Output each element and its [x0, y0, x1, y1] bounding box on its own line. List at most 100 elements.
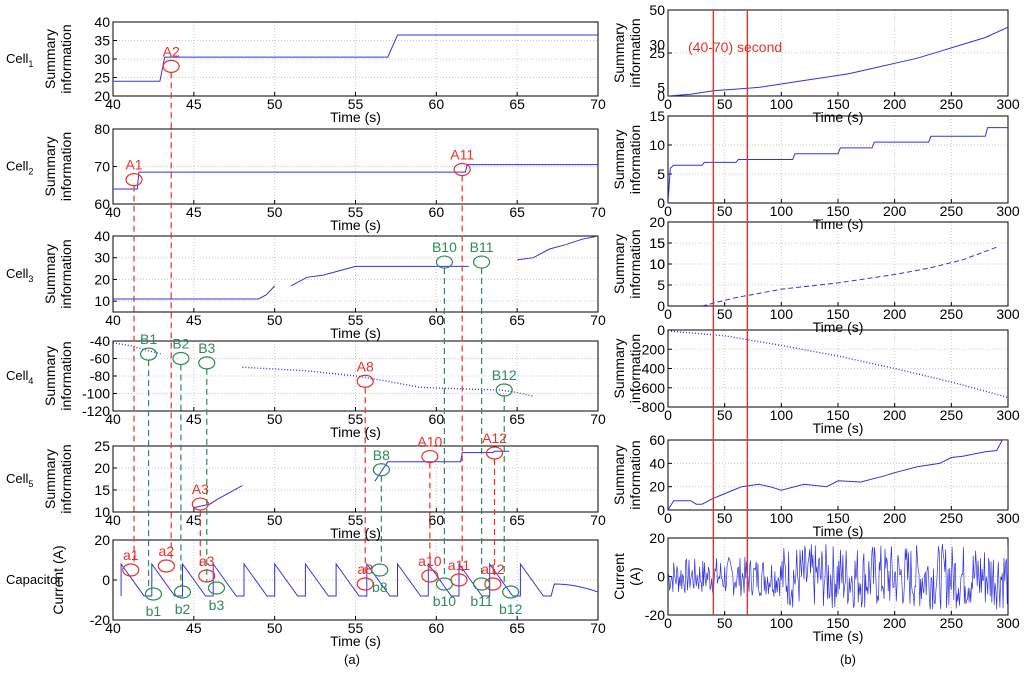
marker-ellipse-A2	[162, 59, 180, 74]
y-tick-label: 40	[649, 455, 665, 471]
x-tick-label: 200	[883, 615, 907, 631]
x-tick-label: 100	[770, 615, 794, 631]
y-tick-label: 10	[649, 137, 665, 153]
marker-label-B8: B8	[373, 447, 390, 463]
x-tick-label: 70	[590, 204, 606, 220]
series-line-Cell3	[701, 246, 997, 306]
axes-a-capacitor: 40 45 50 55 60 65 70 -20 0 20 Time (s) Current (A)C…	[6, 532, 606, 649]
marker-label-b2: b2	[175, 601, 191, 617]
x-tick-label: 65	[509, 512, 525, 528]
row-label: Cell1	[6, 51, 33, 69]
x-tick-label: 55	[348, 312, 364, 328]
x-tick-label: 50	[267, 96, 283, 112]
x-tick-label: 50	[267, 620, 283, 636]
series-line-s1	[113, 342, 162, 355]
axes-b-cell5: 0 50 100 150 200 250 300 0 20 40 60 Time (s) Summary…	[611, 432, 1020, 539]
y-tick-label: 50	[649, 2, 665, 18]
y-tick-label: -600	[637, 380, 665, 396]
x-tick-label: 50	[717, 306, 733, 322]
marker-label-B3: B3	[198, 340, 215, 356]
x-axis-label: Time (s)	[813, 523, 864, 539]
x-tick-label: 200	[883, 203, 907, 219]
marker-label-a2: a2	[159, 543, 175, 559]
marker-label-b8: b8	[372, 579, 388, 595]
x-tick-label: 250	[940, 407, 964, 423]
y-tick-label-overlap: 5	[657, 79, 665, 95]
x-tick-label: 55	[348, 96, 364, 112]
panel-label-b: (b)	[840, 652, 856, 667]
series-line-Cell4	[668, 330, 1008, 399]
x-tick-label: 50	[717, 510, 733, 526]
x-tick-label: 50	[267, 512, 283, 528]
y-tick-label: 10	[94, 293, 110, 309]
x-tick-label: 150	[826, 615, 850, 631]
y-tick-label: 60	[649, 432, 665, 448]
x-tick-label: 300	[996, 96, 1020, 112]
x-tick-label: 60	[429, 204, 445, 220]
y-tick-label: 30	[94, 250, 110, 266]
x-tick-label: 65	[509, 204, 525, 220]
x-tick-label: 200	[883, 96, 907, 112]
row-label-subscript: 5	[28, 479, 33, 489]
y-axis-label: information	[58, 239, 74, 308]
x-tick-label: 65	[509, 411, 525, 427]
y-axis-label: information	[627, 229, 643, 298]
x-tick-label: 0	[664, 407, 672, 423]
x-tick-label: 70	[590, 411, 606, 427]
row-label: Cell3	[6, 266, 33, 284]
x-tick-label: 60	[429, 620, 445, 636]
plot-frame	[667, 115, 1009, 204]
y-tick-label-overlap: 10	[649, 256, 665, 272]
marker-ellipse-a10	[421, 569, 439, 583]
y-axis-label: Current	[611, 553, 627, 600]
x-tick-label: 0	[664, 96, 672, 112]
x-tick-label: 250	[940, 306, 964, 322]
marker-label-A12: A12	[482, 430, 507, 446]
x-tick-label: 65	[509, 96, 525, 112]
row-label: Cell2	[6, 159, 33, 177]
x-tick-label: 65	[509, 620, 525, 636]
x-tick-label: 55	[348, 620, 364, 636]
axes-a-cell3: 40 45 50 55 60 65 70 10 20 30 40 Time (s) Summary inf…	[6, 228, 606, 341]
marker-label-A10: A10	[417, 434, 442, 450]
series-line-s1	[113, 285, 276, 300]
y-axis-label: Summary	[42, 29, 58, 89]
marker-ellipse-B1	[139, 347, 158, 361]
y-axis-label: Summary	[42, 346, 58, 406]
marker-ellipse-b8	[371, 563, 389, 577]
x-tick-label: 45	[186, 512, 202, 528]
row-label-subscript: 2	[28, 167, 33, 177]
marker-ellipse-a2	[157, 559, 175, 573]
y-tick-label: 40	[94, 228, 110, 244]
marker-label-a12: a12	[481, 561, 505, 577]
x-tick-label: 200	[883, 510, 907, 526]
axes-a-cell4: 40 45 50 55 60 65 70 -120-100 -80-60 -40 Time (s) S…	[6, 333, 606, 440]
y-axis-label: Summary	[42, 449, 58, 509]
y-axis-label: information	[58, 132, 74, 201]
x-tick-label: 70	[590, 312, 606, 328]
x-tick-label: 100	[770, 96, 794, 112]
x-tick-label: 300	[996, 407, 1020, 423]
x-axis-label: Time (s)	[813, 319, 864, 335]
marker-label-b10: b10	[433, 593, 457, 609]
x-tick-label: 55	[348, 204, 364, 220]
marker-ellipse-B12	[495, 383, 513, 397]
row-label: Cell4	[6, 368, 33, 386]
x-tick-label: 250	[940, 96, 964, 112]
axes-a-cell5: 40 45 50 55 60 65 70 10 15 20 25 Time (s) Summary inf…	[6, 438, 606, 541]
x-tick-label: 45	[186, 96, 202, 112]
x-axis-label: Time (s)	[813, 628, 864, 644]
x-axis-label: Time (s)	[330, 525, 381, 541]
x-tick-label: 250	[940, 615, 964, 631]
x-tick-label: 40	[105, 411, 121, 427]
y-tick-label: 0	[657, 298, 665, 314]
y-axis-label: Current (A)	[50, 545, 66, 614]
y-tick-label: 0	[657, 195, 665, 211]
y-tick-label: 0	[657, 322, 665, 338]
x-tick-label: 45	[186, 620, 202, 636]
x-axis-label: Time (s)	[813, 216, 864, 232]
marker-ellipse-B2	[172, 351, 190, 366]
y-tick-label: -20	[90, 612, 110, 628]
